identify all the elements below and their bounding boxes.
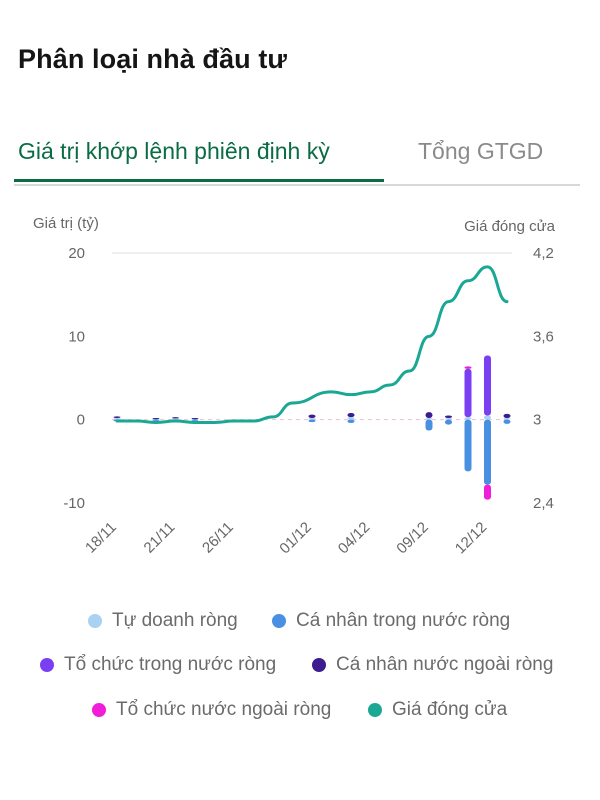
legend-dot-icon [92, 703, 106, 717]
legend-item-gia-dong-cua[interactable]: Giá đóng cửa [368, 699, 507, 721]
tab-total-trading-value[interactable]: Tổng GTGD [418, 138, 544, 164]
bar-to_chuc_trong_nuoc [484, 355, 491, 416]
page-title: Phân loại nhà đầu tư [18, 44, 288, 74]
bar-ca_nhan_nuoc_ngoai [445, 415, 452, 418]
bar-to_chuc_nuoc_ngoai [464, 366, 472, 369]
legend-dot-icon [272, 614, 286, 628]
legend-item-to-chuc-trong-nuoc[interactable]: Tổ chức trong nước ròng [40, 654, 276, 676]
bar-ca_nhan_nuoc_ngoai [152, 418, 160, 420]
bar-tu_doanh [347, 417, 355, 420]
bar-to_chuc_nuoc_ngoai [484, 484, 491, 500]
bar-ca_nhan_nuoc_ngoai [308, 414, 316, 418]
y-tick-left: 0 [77, 412, 85, 429]
bar-ca_nhan_nuoc_ngoai [425, 412, 433, 418]
bar-ca_nhan_nuoc_ngoai [113, 416, 121, 418]
y-axis-left-title: Giá trị (tỷ) [33, 215, 99, 232]
y-tick-right: 3 [533, 412, 541, 429]
bar-ca_nhan_trong_nuoc [484, 419, 491, 485]
bar-to_chuc_trong_nuoc [464, 368, 472, 418]
y-tick-right: 4,2 [533, 245, 554, 262]
x-tick-label: 26/11 [199, 519, 237, 557]
bar-ca_nhan_trong_nuoc [308, 419, 316, 423]
bar-ca_nhan_trong_nuoc [425, 419, 433, 431]
legend-dot-icon [368, 703, 382, 717]
y-tick-left: 20 [68, 245, 85, 262]
bar-tu_doanh [113, 418, 121, 420]
legend-dot-icon [40, 658, 54, 672]
x-tick-label: 04/12 [335, 519, 374, 558]
y-tick-right: 2,4 [533, 495, 554, 512]
legend-label: Tổ chức trong nước ròng [64, 654, 277, 675]
bar-ca_nhan_trong_nuoc [347, 419, 355, 423]
bar-ca_nhan_trong_nuoc [464, 419, 472, 472]
bar-ca_nhan_nuoc_ngoai [172, 417, 179, 419]
y-tick-left: 10 [68, 328, 85, 345]
bar-ca_nhan_trong_nuoc [191, 419, 199, 421]
bar-tu_doanh [484, 415, 491, 420]
bar-ca_nhan_nuoc_ngoai [503, 413, 511, 418]
y-tick-right: 3,6 [533, 328, 554, 345]
bar-tu_doanh [464, 417, 472, 420]
bar-tu_doanh [172, 418, 179, 420]
y-tick-left: -10 [63, 495, 85, 512]
bar-ca_nhan_trong_nuoc [152, 419, 160, 421]
active-tab-indicator [14, 179, 384, 182]
x-tick-label: 21/11 [141, 519, 179, 557]
bar-tu_doanh [308, 418, 316, 420]
bar-ca_nhan_nuoc_ngoai [191, 418, 199, 420]
legend-label: Cá nhân nước ngoài ròng [336, 654, 554, 675]
bar-tu_doanh [503, 418, 511, 420]
legend-label: Cá nhân trong nước ròng [296, 610, 511, 631]
legend-label: Tự doanh ròng [112, 610, 238, 631]
tab-bar: Giá trị khớp lệnh phiên định kỳ Tổng GTG… [14, 128, 580, 186]
bar-ca_nhan_nuoc_ngoai [347, 413, 355, 418]
close-price-line [115, 265, 509, 424]
legend-item-ca-nhan-trong-nuoc[interactable]: Cá nhân trong nước ròng [272, 610, 510, 632]
tab-periodic-match-value[interactable]: Giá trị khớp lệnh phiên định kỳ [18, 138, 330, 164]
legend-dot-icon [312, 658, 326, 672]
legend-label: Giá đóng cửa [392, 699, 508, 720]
bar-tu_doanh [425, 418, 433, 420]
x-tick-label: 09/12 [393, 519, 432, 558]
chart-legend: Tự doanh ròng Cá nhân trong nước ròng Tổ… [0, 604, 600, 734]
x-tick-label: 12/12 [452, 519, 491, 558]
legend-item-tu-doanh[interactable]: Tự doanh ròng [88, 610, 238, 632]
bar-ca_nhan_trong_nuoc [445, 419, 452, 425]
legend-dot-icon [88, 614, 102, 628]
x-tick-label: 18/11 [82, 519, 120, 557]
investor-chart: Giá trị (tỷ) Giá đóng cửa 20 10 0 -10 4,2 3,6 3 2… [33, 215, 556, 558]
y-axis-right-title: Giá đóng cửa [464, 218, 556, 235]
legend-item-ca-nhan-nuoc-ngoai[interactable]: Cá nhân nước ngoài ròng [312, 654, 553, 676]
bar-tu_doanh [445, 418, 452, 420]
x-tick-label: 01/12 [276, 519, 315, 558]
bar-ca_nhan_trong_nuoc [503, 419, 511, 424]
legend-label: Tổ chức nước ngoài ròng [116, 699, 332, 720]
legend-item-to-chuc-nuoc-ngoai[interactable]: Tổ chức nước ngoài ròng [92, 699, 331, 721]
